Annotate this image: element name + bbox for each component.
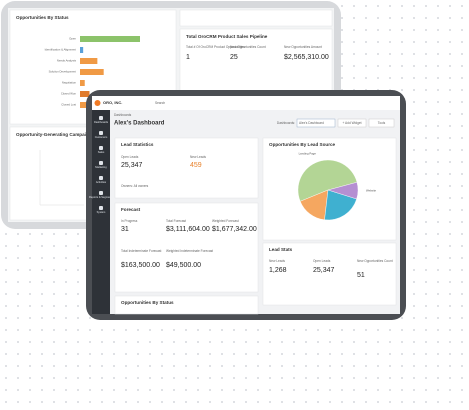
slice-label: Website bbox=[366, 189, 376, 193]
nav-icon[interactable] bbox=[99, 206, 103, 210]
pie-slice bbox=[327, 181, 359, 200]
field-label: Total Indeterminate Forecast bbox=[121, 249, 162, 253]
field-label: Open Leads bbox=[121, 155, 139, 159]
sidebar bbox=[92, 110, 110, 314]
nav-label: Marketing bbox=[95, 165, 107, 169]
field-label: In Progress bbox=[121, 219, 138, 223]
field-value: 1 bbox=[186, 54, 190, 61]
nav-icon[interactable] bbox=[99, 116, 103, 120]
status-panel bbox=[114, 295, 259, 315]
panel-title: Lead Statistics bbox=[121, 142, 154, 147]
field-label: New Opportunities Count bbox=[230, 45, 266, 49]
field-value: $3,111,604.00 bbox=[166, 226, 210, 233]
search[interactable]: Search bbox=[155, 101, 165, 105]
front-window: ORO, INC. Search Dashboards Customers Sale… bbox=[86, 90, 406, 320]
bar bbox=[80, 69, 104, 75]
panel-footer: Owners: All owners bbox=[121, 184, 149, 188]
nav-icon[interactable] bbox=[99, 161, 103, 165]
panel-title: Opportunity-Generating Campaigns bbox=[16, 132, 95, 137]
field-label: New Leads bbox=[269, 259, 285, 263]
bar bbox=[80, 47, 84, 53]
field-value: 459 bbox=[190, 162, 202, 169]
field-label: Total Forecast bbox=[166, 219, 186, 223]
button-text: Tools bbox=[378, 121, 386, 125]
slice-label: Landing Page bbox=[299, 152, 317, 156]
field-value: 31 bbox=[121, 226, 129, 233]
bar bbox=[80, 80, 85, 86]
bar-label: Solution Development bbox=[49, 70, 77, 74]
pie-slice bbox=[297, 159, 358, 202]
field-value: $49,500.00 bbox=[166, 262, 201, 269]
info-panel bbox=[179, 9, 333, 27]
add-widget-button[interactable] bbox=[337, 118, 367, 128]
button-text: + Add Widget bbox=[342, 121, 361, 125]
field-label: Total # Of OroCRM Product Opportunities bbox=[186, 45, 245, 49]
bar bbox=[80, 91, 90, 97]
brand: ORO, INC. bbox=[103, 100, 122, 105]
field-value: 51 bbox=[357, 272, 365, 279]
nav-icon[interactable] bbox=[99, 146, 103, 150]
panel-title: Total OroCRM Product Sales Pipeline bbox=[186, 34, 268, 39]
panel-title: Opportunities By Status bbox=[121, 300, 174, 305]
dashboards-label: Dashboards: bbox=[277, 121, 295, 125]
bar-label: Open bbox=[69, 37, 76, 41]
field-label: Open Leads bbox=[313, 259, 331, 263]
field-label: Weighted Indeterminate Forecast bbox=[166, 249, 213, 253]
logo bbox=[94, 100, 101, 106]
forecast-panel bbox=[114, 202, 259, 293]
nav-label: Reports & Segments bbox=[89, 195, 114, 199]
bar-label: Negotiation bbox=[62, 81, 77, 85]
page-title: Alex's Dashboard bbox=[114, 121, 165, 127]
lead-statistics-panel bbox=[114, 137, 259, 199]
field-value: $1,677,342.00 bbox=[212, 226, 257, 233]
bar-label: Closed Lost bbox=[61, 103, 76, 107]
nav-label: Sales bbox=[98, 150, 105, 154]
field-label: New Opportunities Count bbox=[357, 259, 393, 263]
field-value: 25,347 bbox=[313, 267, 335, 274]
nav-label: Customers bbox=[95, 135, 108, 139]
bar-label: Identification & Alignment bbox=[45, 48, 77, 52]
nav-icon[interactable] bbox=[99, 191, 103, 195]
panel-title: Lead Stats bbox=[269, 247, 293, 252]
field-value: $163,500.00 bbox=[121, 262, 160, 269]
breadcrumb[interactable]: Dashboards bbox=[114, 113, 132, 117]
lead-stats-panel bbox=[262, 242, 397, 306]
field-value: 25,347 bbox=[121, 162, 143, 169]
bar bbox=[80, 36, 140, 42]
top-bar bbox=[92, 96, 400, 110]
field-value: 25 bbox=[230, 54, 238, 61]
panel-title: Forecast bbox=[121, 207, 141, 212]
panel-title: Opportunities By Status bbox=[16, 15, 69, 20]
field-value: $2,565,310.00 bbox=[284, 54, 329, 61]
nav-label: Activities bbox=[96, 180, 107, 184]
nav-icon[interactable] bbox=[99, 176, 103, 180]
bar bbox=[80, 58, 98, 64]
tools-button[interactable] bbox=[368, 118, 395, 128]
select-text: Alex's Dashboard bbox=[299, 121, 324, 125]
nav-icon[interactable] bbox=[99, 131, 103, 135]
field-label: New Opportunities Amount bbox=[284, 45, 322, 49]
nav-label: System bbox=[97, 210, 106, 214]
panel-title: Opportunities By Lead Source bbox=[269, 142, 336, 147]
field-label: New Leads bbox=[190, 155, 206, 159]
dashboard-select[interactable] bbox=[296, 118, 336, 128]
bar-label: Needs Analysis bbox=[57, 59, 77, 63]
nav-label: Dashboards bbox=[94, 120, 109, 124]
pie-slice bbox=[324, 189, 357, 221]
bar-label: Closed Won bbox=[61, 92, 77, 96]
field-label: Weighted Forecast bbox=[212, 219, 239, 223]
field-value: 1,268 bbox=[269, 267, 287, 274]
